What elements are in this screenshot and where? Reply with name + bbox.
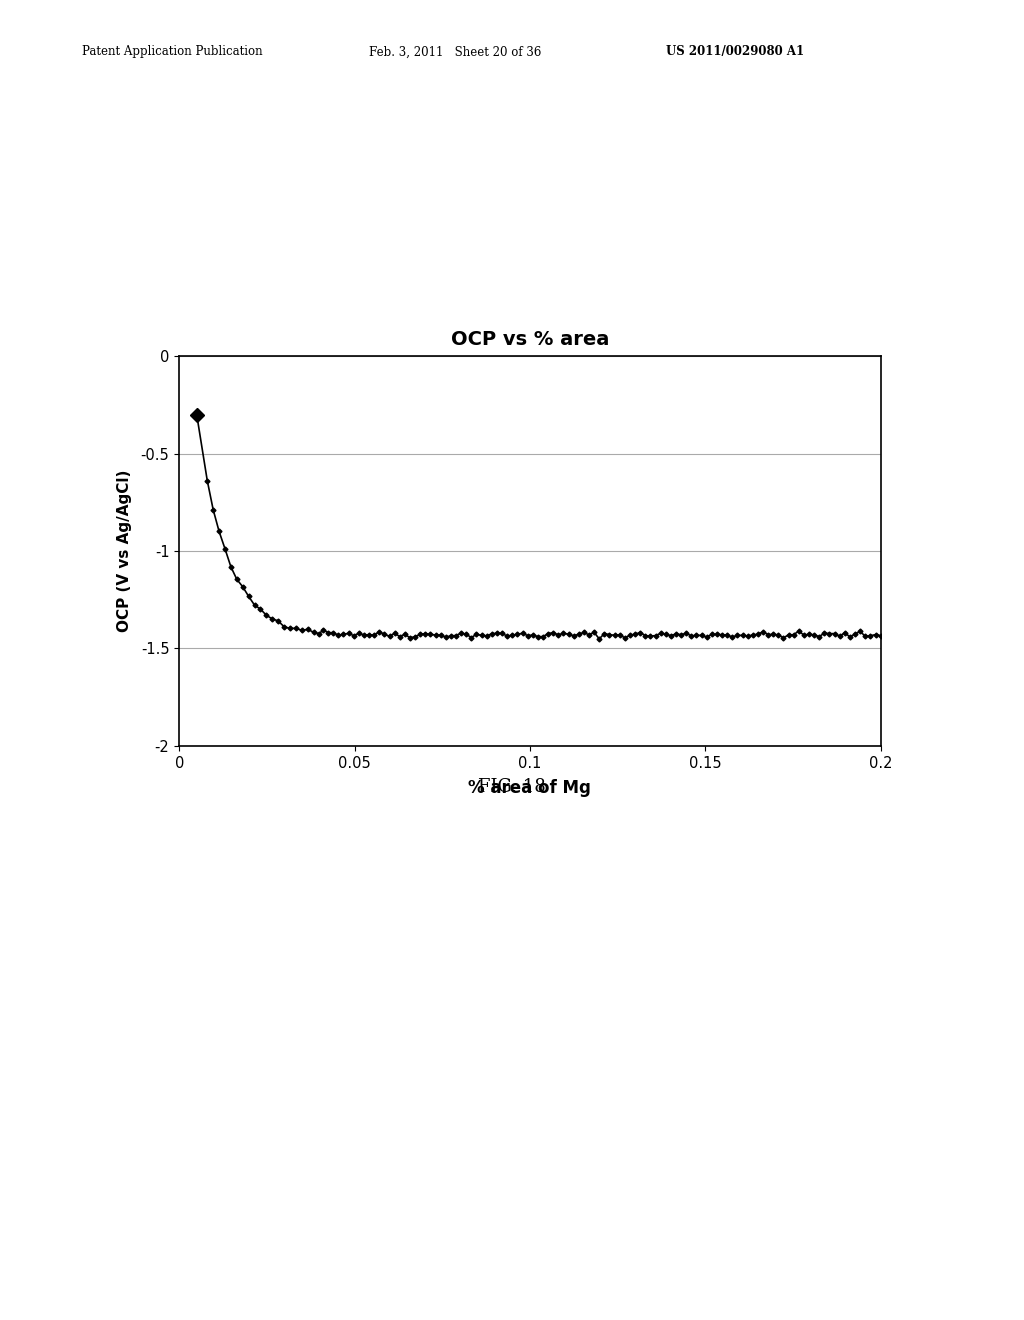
- Text: Feb. 3, 2011   Sheet 20 of 36: Feb. 3, 2011 Sheet 20 of 36: [369, 45, 541, 58]
- Y-axis label: OCP (V vs Ag/AgCl): OCP (V vs Ag/AgCl): [118, 470, 132, 632]
- Text: US 2011/0029080 A1: US 2011/0029080 A1: [666, 45, 804, 58]
- X-axis label: % area of Mg: % area of Mg: [469, 779, 591, 797]
- Text: Patent Application Publication: Patent Application Publication: [82, 45, 262, 58]
- Text: FIG. 18: FIG. 18: [478, 777, 546, 796]
- Title: OCP vs % area: OCP vs % area: [451, 330, 609, 350]
